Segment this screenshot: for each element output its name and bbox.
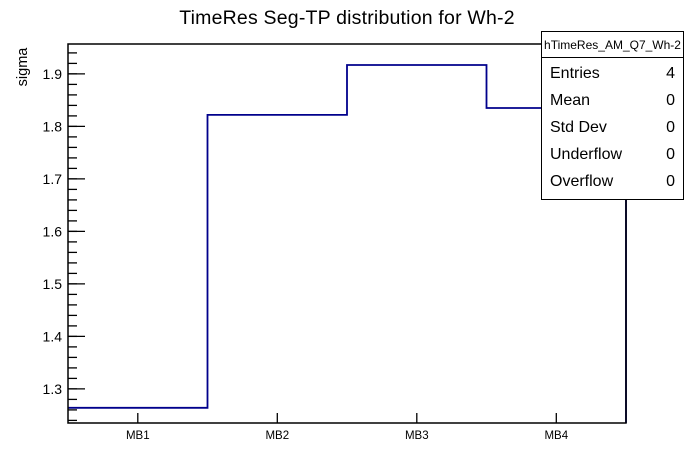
x-tick-label: MB3 <box>405 430 429 442</box>
y-tick-label: 1.7 <box>43 171 63 187</box>
stats-value: 0 <box>666 172 675 190</box>
stats-label: Std Dev <box>550 118 607 136</box>
y-tick-label: 1.5 <box>43 276 63 292</box>
stats-row: Std Dev 0 <box>550 118 675 136</box>
stats-box: hTimeRes_AM_Q7_Wh-2 Entries 4 Mean 0 Std Dev… <box>541 31 684 200</box>
stats-row: Entries 4 <box>550 64 675 82</box>
stats-row: Underflow 0 <box>550 145 675 163</box>
stats-value: 0 <box>666 118 675 136</box>
y-tick-label: 1.3 <box>43 381 63 397</box>
stats-row: Mean 0 <box>550 91 675 109</box>
plot-frame <box>67 43 627 424</box>
stats-value: 0 <box>666 145 675 163</box>
stats-label: Overflow <box>550 172 614 190</box>
x-tick-label: MB4 <box>544 430 568 442</box>
y-tick-label: 1.4 <box>43 328 63 344</box>
x-tick-label: MB2 <box>265 430 289 442</box>
stats-label: Underflow <box>550 145 623 163</box>
stats-box-title: hTimeRes_AM_Q7_Wh-2 <box>542 32 683 58</box>
y-tick-label: 1.8 <box>43 118 63 134</box>
stats-row: Overflow 0 <box>550 172 675 190</box>
x-tick-label: MB1 <box>126 430 150 442</box>
stats-label: Entries <box>550 64 600 82</box>
y-tick-label: 1.9 <box>43 66 63 82</box>
stats-rows: Entries 4 Mean 0 Std Dev 0 Underflow 0 Overflow 0 <box>542 58 683 199</box>
stats-value: 0 <box>666 91 675 109</box>
stats-value: 4 <box>666 64 675 82</box>
y-tick-label: 1.6 <box>43 223 63 239</box>
stats-label: Mean <box>550 91 591 109</box>
chart-title: TimeRes Seg-TP distribution for Wh-2 <box>179 7 515 29</box>
